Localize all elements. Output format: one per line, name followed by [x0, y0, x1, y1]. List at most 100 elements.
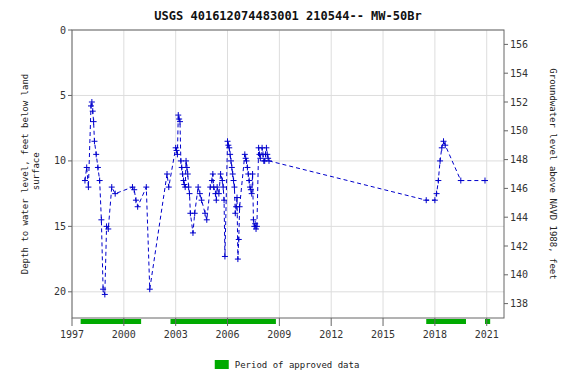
grid-line-y: [72, 226, 504, 227]
point-marker: [195, 184, 201, 190]
point-marker: [243, 155, 249, 161]
legend-swatch: [215, 360, 229, 369]
point-marker: [91, 119, 97, 125]
y-tick: [68, 95, 72, 96]
point-marker: [98, 217, 104, 223]
point-marker: [221, 197, 227, 203]
point-marker: [442, 142, 448, 148]
grid-line-x: [434, 30, 435, 318]
point-marker: [179, 164, 185, 170]
series-line: [85, 102, 485, 294]
x-tick-label: 2021: [475, 329, 499, 340]
point-marker: [219, 178, 225, 184]
x-tick-label: 1997: [60, 329, 84, 340]
y2-tick-label: 154: [510, 68, 528, 79]
approved-period: [170, 319, 275, 324]
x-axis: 199720002003200620092012201520182021: [60, 318, 499, 340]
point-marker: [164, 171, 170, 177]
y2-tick-label: 144: [510, 212, 528, 223]
point-marker: [135, 204, 141, 210]
y2-tick: [504, 188, 508, 189]
point-marker: [184, 164, 190, 170]
point-marker: [199, 197, 205, 203]
point-marker: [185, 171, 191, 177]
point-marker: [177, 119, 183, 125]
grid-line-x: [331, 30, 332, 318]
point-marker: [244, 164, 250, 170]
point-marker: [204, 217, 210, 223]
x-tick-label: 2006: [215, 329, 239, 340]
y2-tick-label: 152: [510, 97, 528, 108]
point-marker: [109, 184, 115, 190]
y-tick: [68, 30, 72, 31]
point-marker: [147, 286, 153, 292]
y2-tick: [504, 246, 508, 247]
x-tick: [331, 318, 332, 326]
x-tick-label: 2000: [112, 329, 136, 340]
y-tick-label: 10: [54, 155, 66, 166]
grid-line-x: [486, 30, 487, 318]
grid-line-x: [175, 30, 176, 318]
point-marker: [237, 204, 243, 210]
chart-title: USGS 401612074483001 210544-- MW-50Br: [154, 9, 421, 23]
point-marker: [180, 171, 186, 177]
x-tick-label: 2003: [164, 329, 188, 340]
legend: Period of approved data: [215, 360, 360, 370]
point-marker: [234, 195, 240, 201]
point-marker: [246, 178, 252, 184]
x-tick-label: 2012: [319, 329, 343, 340]
point-marker: [250, 171, 256, 177]
point-marker: [263, 145, 269, 151]
point-marker: [434, 191, 440, 197]
point-marker: [266, 158, 272, 164]
point-marker: [190, 230, 196, 236]
y2-tick: [504, 159, 508, 160]
point-marker: [209, 178, 215, 184]
point-marker: [254, 223, 260, 229]
chart: 1997200020032006200920122015201820210510…: [0, 0, 576, 384]
plot-area: [72, 30, 504, 318]
y-tick: [68, 226, 72, 227]
point-marker: [229, 164, 235, 170]
data: [82, 99, 488, 297]
point-marker: [227, 151, 233, 157]
point-marker: [437, 158, 443, 164]
point-marker: [265, 155, 271, 161]
point-marker: [230, 171, 236, 177]
point-marker: [249, 191, 255, 197]
point-marker: [231, 178, 237, 184]
plot-frame: [72, 30, 504, 318]
point-marker: [210, 171, 216, 177]
y2-tick-label: 148: [510, 154, 528, 165]
point-marker: [176, 116, 182, 122]
approved-periods: [81, 319, 491, 324]
y-axis-label-line: surface: [31, 152, 41, 195]
point-marker: [181, 181, 187, 187]
point-marker: [175, 112, 181, 118]
approved-period: [81, 319, 141, 324]
grid-line-y: [72, 95, 504, 96]
y2-tick-label: 140: [510, 269, 528, 280]
y-tick-label: 15: [54, 221, 66, 232]
point-marker: [218, 171, 224, 177]
point-marker: [95, 164, 101, 170]
point-marker: [192, 210, 198, 216]
point-marker: [253, 226, 259, 232]
y2-tick: [504, 274, 508, 275]
point-marker: [85, 184, 91, 190]
x-tick-label: 2015: [371, 329, 395, 340]
point-marker: [214, 184, 220, 190]
y2-tick: [504, 73, 508, 74]
point-marker: [102, 291, 108, 297]
y2-tick: [504, 102, 508, 103]
point-marker: [242, 151, 248, 157]
point-marker: [131, 187, 137, 193]
y2-tick: [504, 303, 508, 304]
point-marker: [173, 145, 179, 151]
point-marker: [174, 147, 180, 153]
point-marker: [91, 138, 97, 144]
x-tick: [279, 318, 280, 326]
grid-line-y: [72, 291, 504, 292]
point-marker: [84, 164, 90, 170]
point-marker: [225, 142, 231, 148]
